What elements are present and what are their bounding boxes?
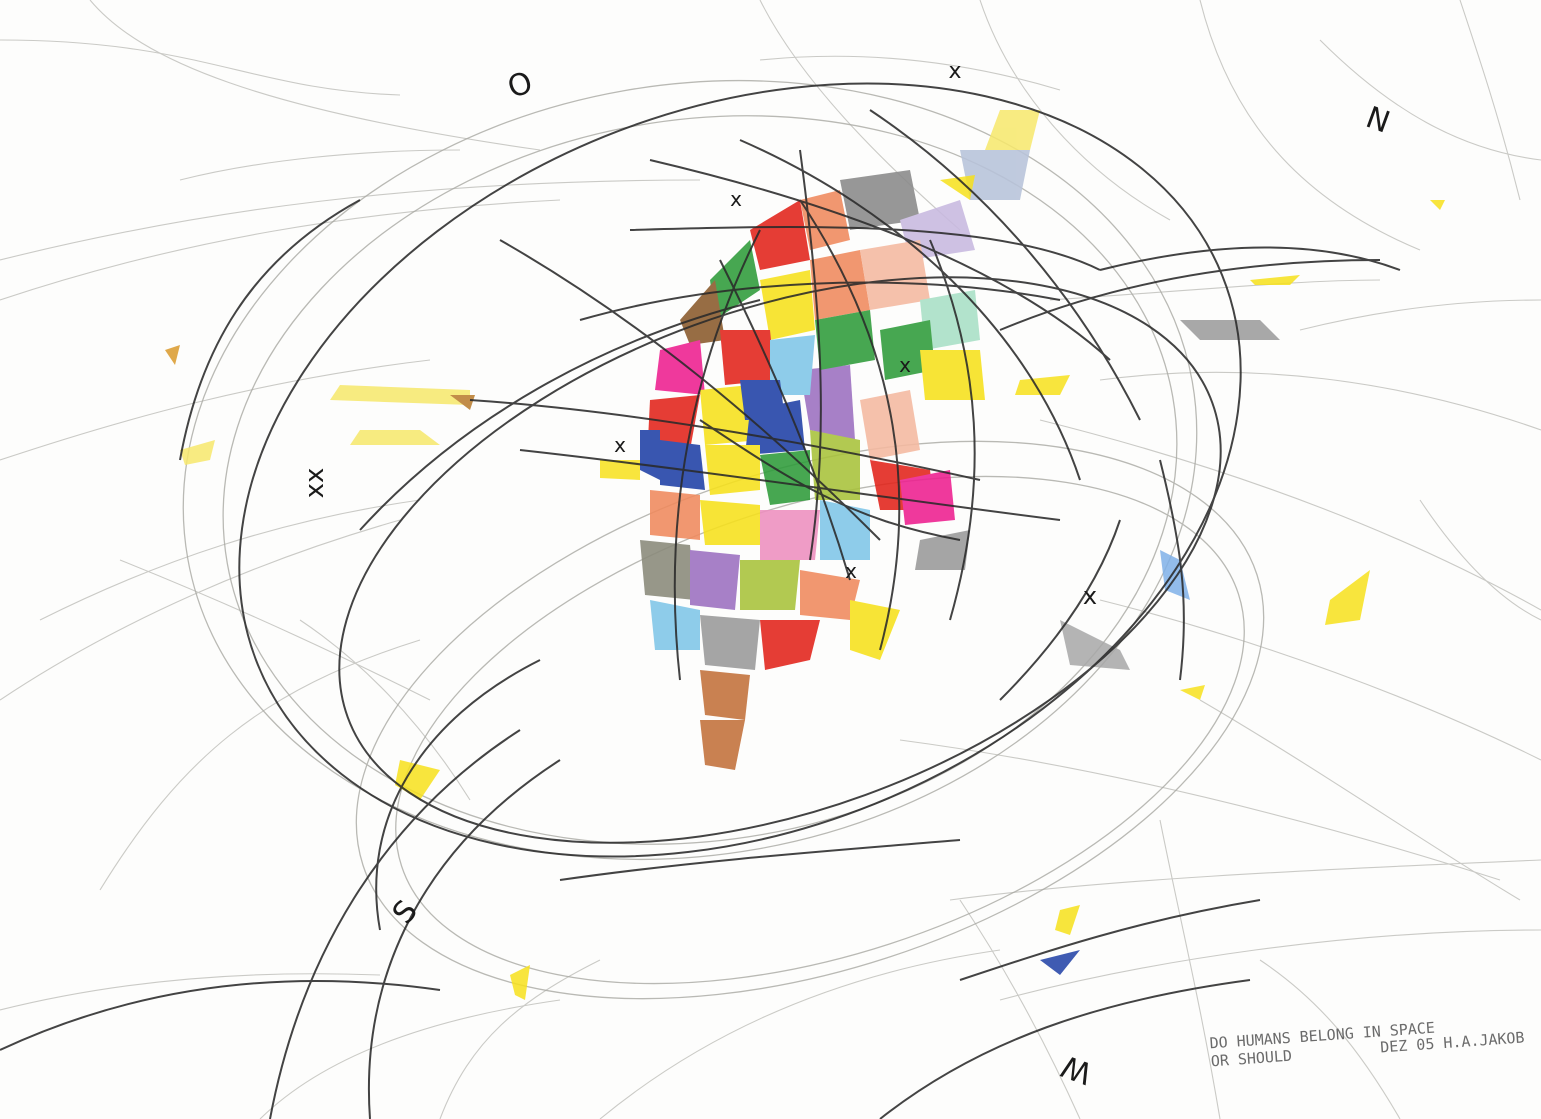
cross-mark: x	[614, 433, 626, 457]
cross-mark: x	[730, 187, 742, 211]
colored-segments	[640, 150, 1030, 770]
cross-mark: x	[948, 59, 961, 84]
inscription-subtitle: OR SHOULD	[1210, 1047, 1292, 1071]
cross-mark: x	[845, 559, 857, 583]
accent-shards	[165, 110, 1445, 1000]
letter-w: W	[1057, 1047, 1097, 1090]
graphite-arcs	[0, 82, 1401, 1119]
faint-orbit-rings	[182, 79, 1265, 1000]
letter-o: O	[503, 65, 537, 106]
letter-n: N	[1361, 100, 1394, 141]
double-cross-mark: xx	[300, 468, 330, 499]
cross-mark: x	[1083, 582, 1097, 610]
cross-mark: x	[899, 353, 911, 377]
inscription: DO HUMANS BELONG IN SPACE OR SHOULD DEZ …	[1209, 1019, 1525, 1071]
